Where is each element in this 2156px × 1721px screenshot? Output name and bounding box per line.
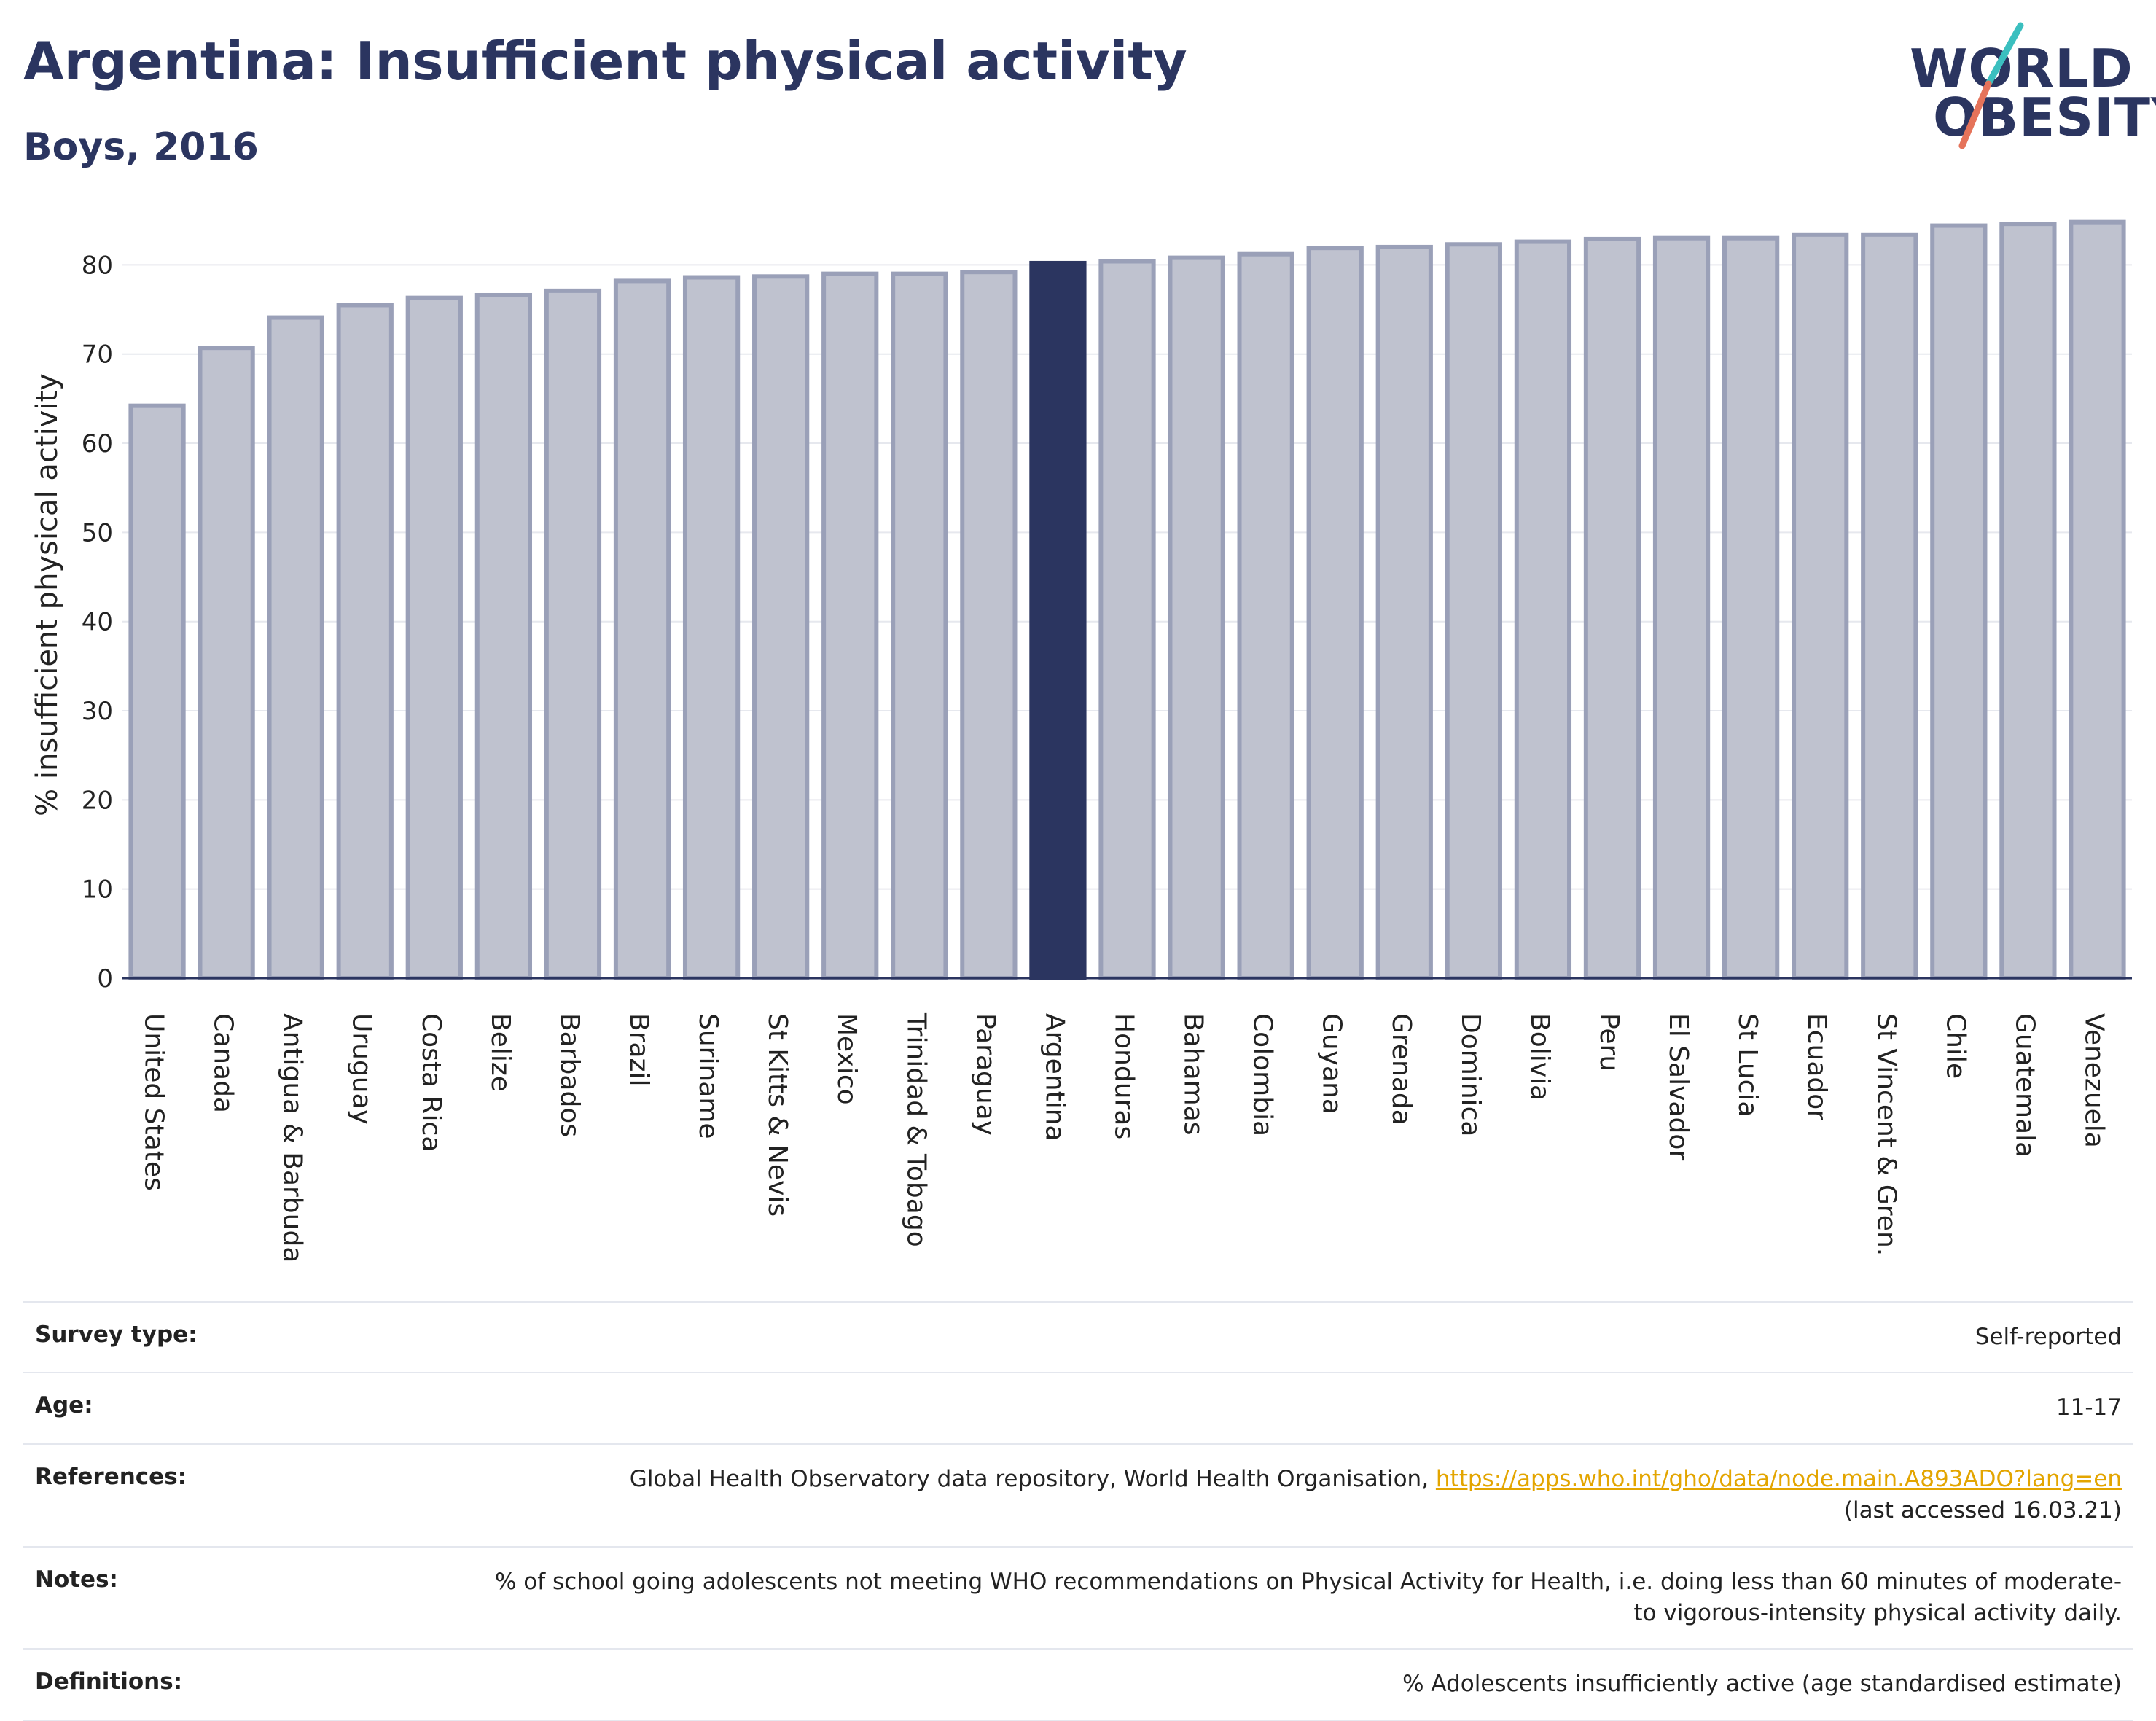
x-tick-label: Brazil bbox=[624, 1013, 654, 1086]
bar-chart: 0 10 20 30 40 50 60 70 80 United States Canada Anti… bbox=[31, 219, 2132, 1263]
y-tick-label: 20 bbox=[82, 786, 113, 815]
meta-row-references: References: Global Health Observatory da… bbox=[23, 1443, 2133, 1546]
chart-title: Argentina: Insufficient physical activit… bbox=[23, 31, 1187, 92]
bar bbox=[1029, 260, 1087, 980]
metadata-table: Survey type: Self-reported Age: 11-17 Re… bbox=[23, 1301, 2133, 1721]
meta-row-survey-type: Survey type: Self-reported bbox=[23, 1301, 2133, 1372]
x-tick-label: Costa Rica bbox=[416, 1013, 446, 1152]
meta-value: % Adolescents insufficiently active (age… bbox=[1402, 1671, 2122, 1698]
bar bbox=[336, 303, 394, 981]
bar bbox=[682, 275, 741, 980]
x-tick-label: St Vincent & Gren. bbox=[1871, 1013, 1901, 1256]
x-tick-label: El Salvador bbox=[1663, 1013, 1693, 1160]
bar bbox=[1514, 239, 1572, 980]
bar bbox=[821, 271, 879, 980]
y-tick-label: 30 bbox=[82, 697, 113, 726]
x-tick-label: Antigua & Barbuda bbox=[278, 1013, 308, 1263]
bar bbox=[613, 278, 671, 981]
x-tick-label: Bahamas bbox=[1179, 1013, 1208, 1136]
x-tick-label: Belize bbox=[485, 1013, 515, 1092]
x-tick-label: Honduras bbox=[1109, 1013, 1139, 1139]
x-tick-label: Uruguay bbox=[347, 1013, 377, 1125]
bar bbox=[1237, 251, 1294, 980]
x-tick-label: St Kitts & Nevis bbox=[762, 1013, 792, 1217]
x-tick-label: St Lucia bbox=[1733, 1013, 1762, 1117]
bar bbox=[128, 403, 186, 981]
bar bbox=[267, 315, 324, 980]
bar bbox=[1652, 235, 1711, 980]
reference-text: Global Health Observatory data repositor… bbox=[629, 1465, 1436, 1492]
x-tick-label: Mexico bbox=[832, 1013, 862, 1105]
y-axis-title: % insufficient physical activity bbox=[31, 373, 64, 816]
x-tick-label: Barbados bbox=[555, 1013, 585, 1137]
x-tick-label: Ecuador bbox=[1802, 1013, 1832, 1120]
bar bbox=[1375, 244, 1433, 980]
bar bbox=[405, 295, 463, 980]
meta-value-references: Global Health Observatory data repositor… bbox=[630, 1464, 2122, 1527]
chart-subtitle: Boys, 2016 bbox=[23, 125, 259, 169]
x-tick-label: Colombia bbox=[1248, 1013, 1278, 1136]
bar bbox=[1722, 235, 1780, 980]
world-obesity-logo: WORLD OBESITY bbox=[1902, 22, 2156, 153]
x-tick-label: Dominica bbox=[1456, 1013, 1485, 1136]
bar bbox=[1792, 232, 1849, 981]
reference-accessed: (last accessed 16.03.21) bbox=[1843, 1497, 2122, 1524]
meta-label: References: bbox=[35, 1463, 187, 1490]
meta-row-notes: Notes: % of school going adolescents not… bbox=[23, 1545, 2133, 1649]
bar bbox=[752, 274, 810, 981]
bar bbox=[1098, 259, 1156, 981]
x-tick-label: United States bbox=[139, 1013, 169, 1191]
y-tick-label: 70 bbox=[82, 340, 113, 370]
logo-line-1: WORLD bbox=[1910, 38, 2133, 99]
y-tick-label: 0 bbox=[97, 964, 113, 994]
y-tick-label: 60 bbox=[82, 429, 113, 458]
x-tick-label: Argentina bbox=[1039, 1013, 1069, 1142]
meta-label: Notes: bbox=[35, 1566, 118, 1593]
x-tick-label: Grenada bbox=[1386, 1013, 1416, 1125]
bar bbox=[1168, 255, 1225, 980]
x-tick-label: Suriname bbox=[693, 1013, 723, 1139]
meta-label: Age: bbox=[35, 1392, 93, 1419]
bar bbox=[1999, 222, 2057, 980]
logo-slash-icon bbox=[1958, 22, 2024, 149]
bar bbox=[960, 270, 1018, 980]
x-tick-label: Guatemala bbox=[2009, 1013, 2039, 1158]
bar bbox=[1583, 236, 1641, 980]
bar bbox=[1930, 223, 1988, 980]
meta-row-definitions: Definitions: % Adolescents insufficientl… bbox=[23, 1648, 2133, 1721]
bar bbox=[1306, 246, 1364, 980]
meta-label: Definitions: bbox=[35, 1669, 183, 1695]
x-tick-label: Paraguay bbox=[970, 1013, 1000, 1136]
bar bbox=[2069, 219, 2126, 980]
x-tick-label: Chile bbox=[1940, 1013, 1970, 1079]
bar bbox=[1445, 242, 1502, 981]
reference-link[interactable]: https://apps.who.int/gho/data/node.main.… bbox=[1435, 1465, 2122, 1492]
y-tick-label: 50 bbox=[82, 518, 113, 547]
bar bbox=[474, 292, 533, 981]
x-tick-label: Bolivia bbox=[1525, 1013, 1555, 1101]
x-tick-label: Venezuela bbox=[2079, 1013, 2109, 1148]
meta-value: % of school going adolescents not meetin… bbox=[494, 1568, 2122, 1626]
meta-value: Self-reported bbox=[1975, 1324, 2122, 1350]
y-tick-label: 40 bbox=[82, 608, 113, 637]
x-tick-label: Guyana bbox=[1317, 1013, 1347, 1115]
bar bbox=[891, 271, 948, 980]
bar bbox=[1861, 232, 1918, 981]
x-tick-label: Trinidad & Tobago bbox=[901, 1012, 931, 1247]
y-tick-label: 10 bbox=[82, 875, 113, 905]
x-tick-label: Peru bbox=[1594, 1013, 1624, 1072]
meta-label: Survey type: bbox=[35, 1322, 198, 1348]
meta-value: 11-17 bbox=[2055, 1394, 2122, 1421]
bar bbox=[544, 288, 602, 981]
y-tick-label: 80 bbox=[82, 251, 113, 280]
x-tick-label: Canada bbox=[208, 1013, 238, 1113]
meta-row-age: Age: 11-17 bbox=[23, 1372, 2133, 1443]
bar bbox=[198, 346, 255, 980]
